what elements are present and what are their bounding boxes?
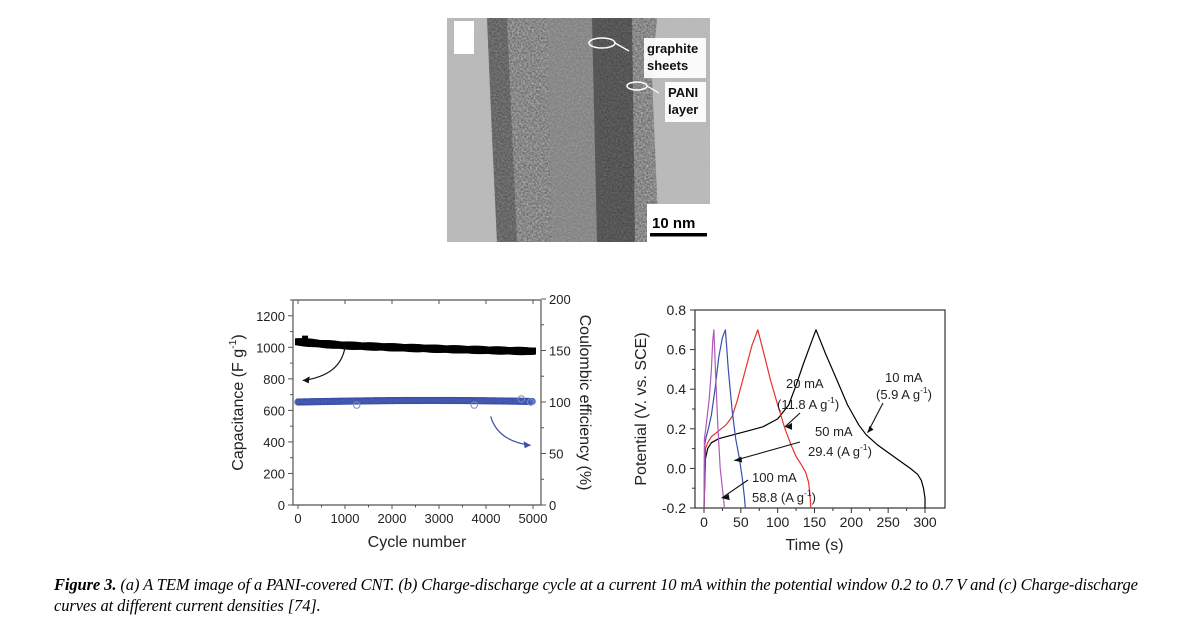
tem-image: graphite sheets PANI layer 10 nm	[447, 18, 710, 242]
annotation-20ma-title: 20 mA	[786, 376, 824, 391]
chart-b-y2tick-label: 200	[549, 292, 571, 307]
label-sheets: sheets	[647, 58, 688, 73]
efficiency-outlier-point	[353, 401, 361, 409]
chart-c-ytick-label: -0.2	[662, 500, 686, 516]
tem-white-patch	[454, 21, 474, 54]
efficiency-outlier-point	[517, 395, 525, 403]
chart-c-xtick-label: 250	[876, 514, 900, 530]
chart-c-ytick-label: 0.0	[667, 460, 687, 476]
chart-b-y2tick-label: 0	[549, 498, 556, 513]
chart-b-xtick-label: 0	[294, 511, 301, 526]
annotation-100ma-title: 100 mA	[752, 470, 797, 485]
annotation-20ma-arrowhead	[785, 422, 793, 430]
capacitance-arrowhead	[302, 376, 310, 384]
chart-b-ytick-label: 0	[278, 498, 285, 513]
caption-lead: Figure 3.	[54, 575, 117, 594]
chart-b-xtick-label: 5000	[519, 511, 548, 526]
annotation-100ma-density: 58.8 (A g-1)	[752, 488, 816, 505]
chart-b-y2tick-label: 100	[549, 395, 571, 410]
label-graphite: graphite	[647, 41, 698, 56]
annotation-10ma-title: 10 mA	[885, 370, 923, 385]
chart-b-ytick-label: 800	[263, 372, 285, 387]
chart-b-ytick-label: 1200	[256, 309, 285, 324]
scale-bar	[650, 233, 707, 237]
chart-b-xlabel: Cycle number	[368, 534, 467, 551]
figure-caption: Figure 3. (a) A TEM image of a PANI-cove…	[54, 574, 1174, 616]
chart-b-y2tick-label: 150	[549, 344, 571, 359]
chart-c-xtick-label: 150	[803, 514, 827, 530]
caption-text: (a) A TEM image of a PANI-covered CNT. (…	[54, 575, 1138, 615]
efficiency-arrow	[490, 416, 531, 446]
chart-b-ylabel: Capacitance (F g-1)	[228, 334, 247, 470]
chart-c-ytick-label: 0.6	[667, 342, 687, 358]
series-line-10mA	[703, 329, 926, 509]
chart-b-y2label: Coulombic efficiency (%)	[576, 315, 593, 491]
chart-b-xtick-label: 2000	[378, 511, 407, 526]
annotation-50ma-arrowhead	[734, 456, 743, 463]
chart-c-xtick-label: 0	[700, 514, 708, 530]
capacitance-arrow	[302, 347, 346, 382]
capacitance-point	[530, 347, 536, 355]
chart-c-xtick-label: 300	[913, 514, 937, 530]
series-line-50mA	[703, 329, 746, 509]
efficiency-outlier-point	[470, 401, 478, 409]
chart-c-ylabel: Potential (V. vs. SCE)	[633, 332, 650, 485]
chart-c-ytick-label: 0.4	[667, 381, 687, 397]
chart-c-xtick-label: 200	[840, 514, 864, 530]
chart-c-xlabel: Time (s)	[785, 537, 843, 554]
scale-bar-label: 10 nm	[652, 215, 695, 232]
annotation-50ma-density: 29.4 (A g-1)	[808, 442, 872, 459]
annotation-100ma-arrowhead	[721, 494, 730, 501]
chart-b-xtick-label: 1000	[331, 511, 360, 526]
annotation-10ma-density: (5.9 A g-1)	[876, 385, 932, 402]
chart-b-ytick-label: 200	[263, 466, 285, 481]
efficiency-outlier-point	[526, 398, 535, 406]
chart-b-ytick-label: 600	[263, 403, 285, 418]
series-line-100mA	[703, 329, 725, 509]
chart-b-cycle-stability: 0 1000 2000 3000 4000 50000200400600800100012…	[228, 292, 593, 551]
chart-c-ytick-label: 0.8	[667, 302, 687, 318]
chart-b-ytick-label: 1000	[256, 340, 285, 355]
annotation-50ma-arrow	[734, 441, 801, 462]
label-layer: layer	[668, 102, 698, 117]
chart-b-xtick-label: 3000	[425, 511, 454, 526]
annotation-50ma-title: 50 mA	[815, 424, 853, 439]
capacitance-point	[302, 335, 309, 342]
chart-b-y2tick-label: 50	[549, 447, 563, 462]
label-pani: PANI	[668, 85, 698, 100]
series-line-20mA	[703, 329, 812, 509]
annotation-20ma-arrow	[784, 412, 801, 428]
chart-c-charge-discharge: 0 50 100 150 200 250 300 -0.2 0.0 0.2 0.4 0.6 0.8 Tim…	[633, 302, 946, 554]
chart-c-xtick-label: 100	[766, 514, 790, 530]
chart-c-ytick-label: 0.2	[667, 421, 687, 437]
annotation-10ma-arrowhead	[867, 425, 874, 433]
chart-c-xtick-label: 50	[733, 514, 749, 530]
annotation-20ma-density: (11.8 A g-1)	[777, 395, 839, 412]
chart-b-ytick-label: 400	[263, 435, 285, 450]
efficiency-arrowhead	[523, 441, 531, 449]
annotation-100ma-arrow	[721, 479, 749, 499]
chart-b-xtick-label: 4000	[472, 511, 501, 526]
